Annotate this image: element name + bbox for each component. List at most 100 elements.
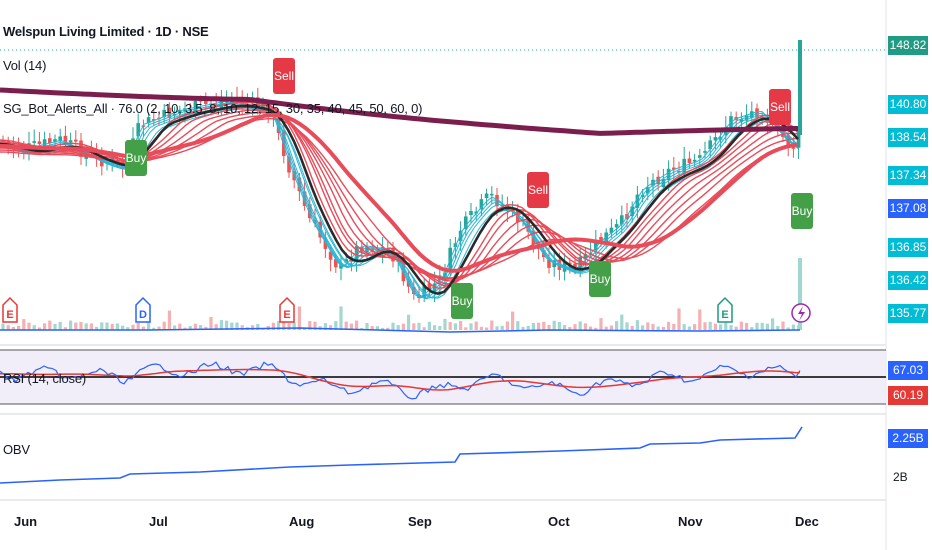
volume-bar <box>84 323 88 330</box>
volume-bar <box>469 323 473 330</box>
volume-bar <box>708 321 712 330</box>
volume-bar <box>443 318 447 330</box>
volume-bar <box>152 327 156 330</box>
volume-bar <box>271 322 275 330</box>
volume-bar <box>188 326 192 330</box>
price-candle <box>656 176 660 185</box>
price-level-7: 135.77 <box>888 304 928 323</box>
buy-signal[interactable]: Buy <box>451 283 473 319</box>
volume-bar <box>620 314 624 330</box>
price-candle <box>703 151 707 153</box>
volume-bar <box>786 327 790 330</box>
symbol-title[interactable]: Welspun Living Limited · 1D · NSE <box>3 24 209 39</box>
obv-legend[interactable]: OBV <box>3 442 30 457</box>
price-level-4: 137.08 <box>888 199 928 218</box>
price-candle <box>798 40 802 135</box>
volume-bar <box>131 324 135 330</box>
price-candle <box>48 138 52 144</box>
volume-bar <box>115 323 119 330</box>
split-marker-icon <box>798 306 805 321</box>
volume-bar <box>755 322 759 330</box>
price-candle <box>42 139 47 147</box>
price-candle <box>479 199 484 210</box>
volume-bar <box>719 324 723 330</box>
volume-bar <box>459 320 463 330</box>
volume-bar <box>214 324 218 330</box>
price-candle <box>666 168 671 181</box>
volume-bar <box>511 311 515 330</box>
volume-bar <box>370 326 374 330</box>
volume-bar <box>635 320 639 330</box>
volume-bar <box>74 322 78 330</box>
price-candle <box>547 258 551 268</box>
sell-signal[interactable]: Sell <box>769 89 791 125</box>
volume-bar <box>22 319 26 330</box>
x-tick-nov: Nov <box>678 514 703 529</box>
buy-signal[interactable]: Buy <box>791 193 813 229</box>
x-tick-jul: Jul <box>149 514 168 529</box>
volume-bar <box>651 323 655 330</box>
volume-bar <box>656 326 660 330</box>
price-candle <box>146 117 151 124</box>
volume-bar <box>95 326 99 330</box>
sg-alerts-legend[interactable]: SG_Bot_Alerts_All · 76.0 (2, 10, 3.5, 8,… <box>3 101 423 116</box>
volume-bar <box>547 324 551 330</box>
buy-signal[interactable]: Buy <box>125 140 147 176</box>
price-candle <box>635 194 640 209</box>
x-tick-aug: Aug <box>289 514 315 529</box>
volume-bar <box>401 323 405 330</box>
volume-bar <box>235 322 239 330</box>
volume-bar <box>282 321 286 330</box>
volume-bar <box>661 326 665 330</box>
price-candle <box>490 193 494 196</box>
volume-bar <box>485 327 489 330</box>
volume-bar <box>427 321 431 330</box>
volume-bar <box>277 321 281 330</box>
price-candle <box>167 107 172 119</box>
volume-bar <box>734 326 738 330</box>
price-candle <box>370 248 374 252</box>
volume-bar <box>225 320 229 330</box>
volume-bar <box>724 320 728 330</box>
price-candle <box>204 100 208 104</box>
event-marker-label: E <box>6 309 13 321</box>
buy-signal[interactable]: Buy <box>589 261 611 297</box>
price-level-3: 137.34 <box>888 166 928 185</box>
price-candle <box>646 187 650 194</box>
price-candle <box>692 159 697 162</box>
volume-bar <box>781 321 785 330</box>
volume-bar <box>568 326 572 330</box>
volume-bar <box>552 320 556 330</box>
sell-signal[interactable]: Sell <box>273 58 295 94</box>
volume-bar <box>479 326 483 330</box>
volume-bar <box>17 325 21 330</box>
volume-bar <box>672 323 676 330</box>
volume-bar <box>438 325 442 330</box>
price-candle <box>599 236 603 242</box>
price-candle <box>672 167 676 170</box>
volume-bar <box>453 323 457 330</box>
volume-bar <box>521 326 525 330</box>
sell-signal[interactable]: Sell <box>527 172 549 208</box>
price-candle <box>661 179 666 188</box>
volume-bar <box>682 324 686 330</box>
volume-bar <box>698 309 702 330</box>
volume-bar <box>334 321 338 330</box>
volume-bar <box>422 327 426 330</box>
volume-bar <box>448 322 452 330</box>
price-candle <box>750 111 754 118</box>
fast-ma-line <box>0 105 799 300</box>
price-candle <box>604 232 608 245</box>
rsi-legend[interactable]: RSI (14, close) <box>3 371 86 386</box>
volume-bar <box>798 258 802 330</box>
volume-bar <box>495 326 499 330</box>
vol-legend[interactable]: Vol (14) <box>3 58 47 73</box>
price-candle <box>718 137 723 140</box>
price-candle <box>365 246 369 253</box>
volume-bar <box>615 321 619 330</box>
volume-bar <box>537 322 541 330</box>
event-marker <box>717 296 733 323</box>
rsi-signal-label: 60.19 <box>888 386 928 405</box>
